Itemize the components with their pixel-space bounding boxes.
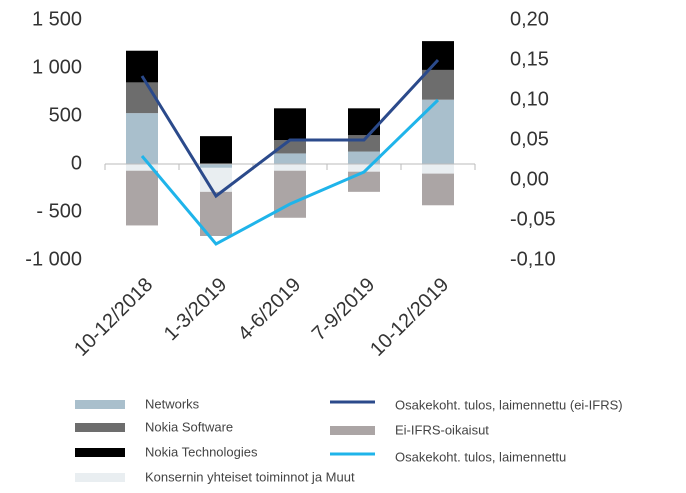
x-tick-group: 7-9/2019 [308,274,379,345]
y-tick-label: 1 000 [32,56,82,78]
bar-segment [422,41,454,70]
bar-segment [422,69,454,100]
legend-label: Nokia Software [145,419,233,434]
x-tick-group: 10-12/2018 [70,274,157,361]
line-series [140,98,440,246]
x-tick-label: 1-3/2019 [160,274,231,345]
x-tick-group: 1-3/2019 [160,274,231,345]
x-tick-label: 4-6/2019 [234,274,305,345]
legend-label: Konsernin yhteiset toiminnot ja Muut [145,469,355,484]
legend-swatch [75,400,125,409]
line-series [140,58,440,199]
bar-segment [274,108,306,140]
y-tick-label: 500 [49,104,82,126]
legend-swatch [75,423,125,432]
legend-label: Osakekoht. tulos, laimennettu [395,449,566,464]
legend-label: Nokia Technologies [145,444,258,459]
bar-segment [348,171,380,192]
bar-segment [126,164,158,171]
x-tick-label: 10-12/2019 [366,274,453,361]
bar-segment [126,82,158,114]
legend-swatch [330,426,375,435]
bar-segment [274,164,306,171]
bar-segment [348,151,380,164]
y2-tick-label: 0,05 [510,128,549,150]
y-tick-label: - 500 [36,200,82,222]
bar-segment [274,153,306,164]
legend-label: Osakekoht. tulos, laimennettu (ei-IFRS) [395,397,623,412]
y2-tick-label: 0,00 [510,168,549,190]
bar-segment [200,164,232,168]
y2-tick-label: 0,15 [510,48,549,70]
legend-swatch [75,473,125,482]
y2-tick-label: 0,20 [510,8,549,30]
y2-tick-label: 0,10 [510,88,549,110]
x-tick-label: 10-12/2018 [70,274,157,361]
bar-segment [200,136,232,164]
y-tick-label: 1 500 [32,8,82,30]
legend-label: Networks [145,396,200,411]
legend-label: Ei-IFRS-oikaisut [395,422,489,437]
y-tick-label: -1 000 [25,248,82,270]
y2-tick-label: -0,10 [510,248,556,270]
bar-segment [422,164,454,174]
legend-swatch [75,448,125,457]
bar-segment [348,164,380,172]
bar-segment [348,135,380,152]
x-tick-group: 10-12/2019 [366,274,453,361]
bar-segment [422,173,454,206]
bar-segment [348,108,380,136]
bar-segment [126,113,158,164]
x-tick-group: 4-6/2019 [234,274,305,345]
x-tick-label: 7-9/2019 [308,274,379,345]
y2-tick-label: -0,05 [510,208,556,230]
bar-segment [274,140,306,154]
bar-segment [200,191,232,236]
y-tick-label: 0 [71,152,82,174]
bar-segment [126,170,158,226]
